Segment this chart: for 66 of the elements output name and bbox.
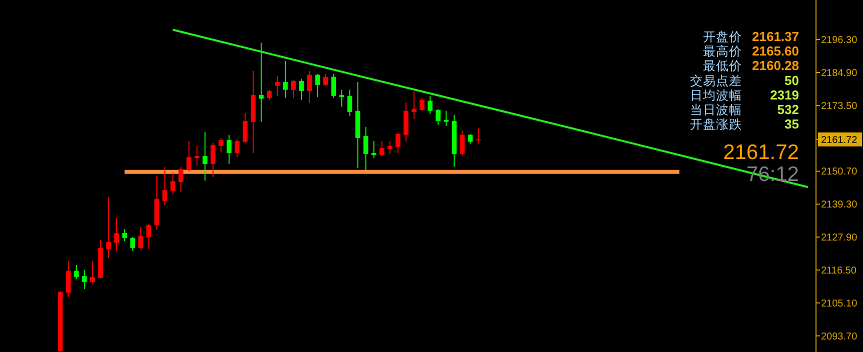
candlestick (339, 89, 344, 108)
candlestick (468, 133, 473, 144)
candlestick (194, 145, 200, 167)
candlestick (291, 79, 296, 98)
candlestick (162, 166, 168, 206)
candlestick (178, 166, 184, 193)
candlestick (218, 138, 224, 152)
candlestick (170, 172, 176, 195)
annotation: 最高价 2165.60 (703, 44, 799, 59)
candlestick (146, 224, 152, 250)
annotation: 开盘价 2161.37 (703, 29, 799, 44)
candlestick (331, 73, 336, 98)
candlestick (114, 218, 119, 252)
y-tick-label: 2173.50 (821, 100, 858, 112)
candlestick (363, 126, 368, 171)
candlestick (274, 75, 280, 96)
candlestick (234, 138, 240, 158)
candlestick (476, 128, 481, 144)
y-tick-label: 2127.90 (821, 232, 858, 244)
annotation: 2161.72 (723, 141, 799, 164)
y-tick-label: 2139.30 (821, 200, 858, 211)
candlestick (444, 110, 449, 126)
candlestick (323, 73, 328, 86)
y-tick-label: 2105.10 (821, 298, 858, 310)
text: 交易点差 50 (690, 72, 799, 88)
y-tick-label: 2196.30 (821, 35, 858, 46)
candlestick (138, 226, 144, 250)
candlestick (460, 130, 465, 156)
candlestick (347, 89, 352, 116)
candlestick (307, 70, 312, 104)
y-tick-label: 2161.72 (821, 134, 858, 146)
candlestick (210, 142, 216, 178)
text: 日均波幅 2319 (690, 87, 799, 102)
candlestick (428, 95, 433, 114)
candlestick (266, 89, 272, 100)
candlestick (82, 269, 87, 290)
text: 开盘涨跌 35 (690, 116, 799, 132)
candlestick (106, 196, 111, 258)
candlestick (226, 134, 232, 165)
candlestick (396, 132, 400, 154)
candlestick (130, 236, 136, 252)
text: 当日波幅 532 (690, 102, 799, 117)
y-tick-label: 2093.70 (821, 331, 858, 342)
candlestick (242, 112, 248, 144)
candlestick (379, 140, 384, 156)
candlestick (420, 97, 424, 112)
candlestick (282, 60, 288, 98)
candlestick (371, 140, 376, 158)
candlestick (436, 108, 441, 126)
candlestick (122, 228, 128, 242)
candlestick (66, 260, 71, 298)
candlestick (388, 140, 392, 154)
candlestick (74, 264, 79, 280)
candlestick (315, 73, 320, 98)
line-series (172, 28, 809, 188)
y-tick-label: 2150.70 (821, 166, 858, 178)
candlestick (186, 140, 192, 172)
y-tick-label: 2116.50 (821, 265, 857, 276)
candlestick (412, 90, 416, 120)
candlestick (299, 78, 304, 100)
candlestick (90, 260, 95, 284)
annotation: 最低价 2160.28 (703, 58, 799, 74)
candlestick (404, 102, 408, 142)
candlestick (202, 131, 208, 182)
candlestick (258, 42, 264, 122)
y-tick-label: 2184.90 (821, 68, 858, 79)
